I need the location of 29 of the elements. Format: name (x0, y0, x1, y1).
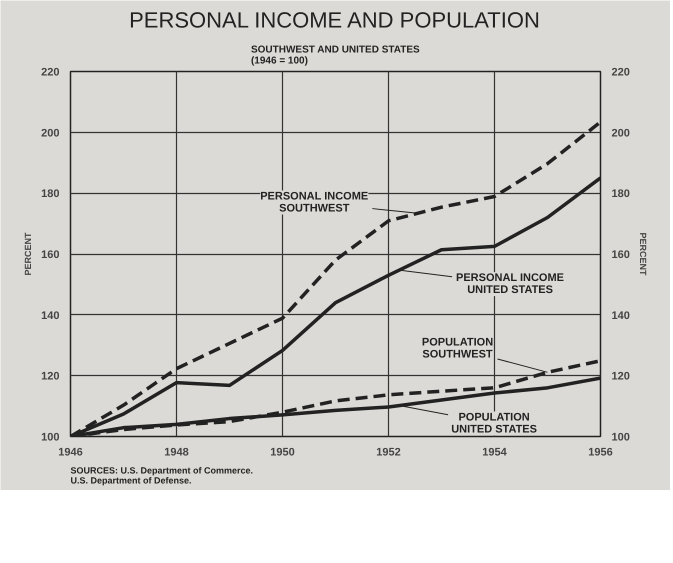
y2-tick-label: 200 (612, 127, 630, 140)
annotation: PERSONAL INCOME SOUTHWEST (260, 190, 368, 215)
annotation: POPULATION SOUTHWEST (422, 336, 494, 360)
y2-tick-label: 180 (612, 188, 630, 200)
annotation: PERSONAL INCOME UNITED STATES (456, 272, 564, 296)
y2-tick-label: 140 (612, 310, 630, 322)
y2-tick-label: 160 (612, 249, 630, 261)
y2-axis-title: PERCENT (638, 232, 648, 276)
y2-tick-label: 220 (612, 66, 630, 78)
x-tick-label: 1954 (482, 446, 508, 458)
y2-tick-label: 120 (612, 370, 630, 383)
y-tick-label: 220 (41, 66, 60, 78)
x-tick-label: 1952 (376, 446, 401, 458)
x-tick-label: 1948 (164, 446, 189, 458)
y-tick-label: 140 (41, 310, 60, 322)
x-tick-label: 1956 (588, 446, 613, 458)
y-tick-label: 160 (41, 249, 60, 261)
chart-title: PERSONAL INCOME AND POPULATION (129, 8, 540, 32)
annotation: POPULATION UNITED STATES (451, 411, 537, 436)
source-note: SOURCES: U.S. Department of Commerce. U.S. Department of Defense. (70, 466, 254, 486)
y2-tick-label: 100 (612, 432, 630, 444)
x-tick-label: 1946 (58, 446, 83, 458)
y-axis-title: PERCENT (23, 232, 34, 276)
x-tick-label: 1950 (270, 446, 295, 458)
y-tick-label: 180 (41, 188, 60, 200)
y-tick-label: 120 (41, 370, 60, 383)
y-tick-label: 100 (41, 432, 60, 444)
chart-subtitle: SOUTHWEST AND UNITED STATES (1946 = 100) (250, 44, 420, 66)
y-tick-label: 200 (41, 127, 60, 140)
